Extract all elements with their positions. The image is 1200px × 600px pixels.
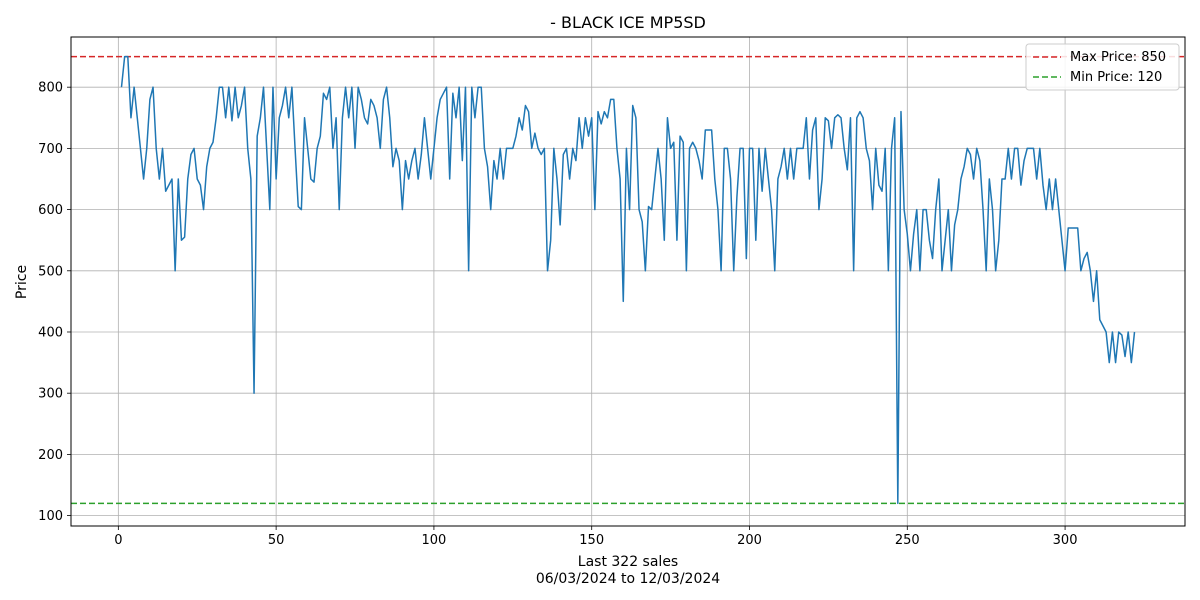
x-tick-label: 250 (895, 533, 920, 548)
reference-lines (71, 55, 1185, 505)
y-tick-label: 600 (38, 203, 63, 218)
x-tick-label: 300 (1053, 533, 1078, 548)
price-series-line (120, 55, 1136, 505)
x-tick-label: 0 (114, 533, 122, 548)
x-tick-label: 200 (737, 533, 762, 548)
y-axis-ticks: 100 200 300 400 500 600 700 800 (38, 81, 71, 524)
y-tick-label: 100 (38, 509, 63, 524)
x-tick-label: 50 (268, 533, 285, 548)
x-axis-date-range: 06/03/2024 to 12/03/2024 (536, 571, 720, 587)
legend-max-label: Max Price: 850 (1070, 50, 1166, 65)
y-tick-label: 400 (38, 325, 63, 340)
legend-min-label: Min Price: 120 (1070, 70, 1162, 85)
plot-frame (70, 36, 1186, 527)
series-layer (120, 55, 1136, 505)
y-tick-label: 200 (38, 448, 63, 463)
y-tick-label: 500 (38, 264, 63, 279)
x-axis-ticks: 0 50 100 150 200 250 300 (114, 526, 1077, 548)
legend: Max Price: 850 Min Price: 120 (1025, 43, 1180, 91)
x-axis-label: Last 322 sales (578, 554, 678, 570)
y-tick-label: 800 (38, 81, 63, 96)
chart-title: - BLACK ICE MP5SD (550, 13, 706, 32)
x-tick-label: 100 (422, 533, 447, 548)
y-tick-label: 700 (38, 142, 63, 157)
legend-box (1025, 43, 1180, 91)
x-tick-label: 150 (579, 533, 604, 548)
y-tick-label: 300 (38, 387, 63, 402)
y-axis-label: Price (14, 265, 30, 299)
